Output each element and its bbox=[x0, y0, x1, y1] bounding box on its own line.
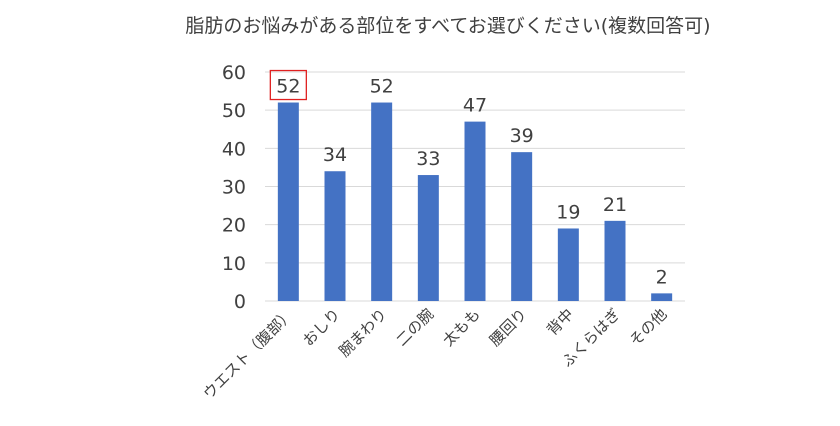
category-label: 腕まわり bbox=[335, 305, 390, 360]
bar bbox=[651, 293, 673, 301]
data-label: 52 bbox=[370, 76, 394, 98]
category-label: おしり bbox=[299, 305, 344, 350]
bar bbox=[277, 102, 299, 302]
bar bbox=[417, 175, 439, 301]
bar bbox=[511, 152, 533, 301]
bar bbox=[371, 102, 393, 302]
category-label: 背中 bbox=[543, 305, 577, 339]
data-label: 34 bbox=[323, 144, 347, 166]
y-tick-label: 10 bbox=[222, 253, 246, 275]
highlight-box bbox=[269, 69, 307, 101]
y-axis-ticks: 0 10 20 30 40 50 60 bbox=[222, 62, 246, 313]
category-label: 二の腕 bbox=[393, 305, 438, 350]
data-label: 33 bbox=[416, 148, 440, 170]
bar bbox=[604, 220, 626, 301]
data-label: 2 bbox=[656, 266, 668, 288]
data-label: 52 bbox=[276, 76, 300, 98]
data-label: 19 bbox=[556, 201, 580, 223]
category-label: 腰回り bbox=[486, 305, 531, 350]
y-tick-label: 50 bbox=[222, 100, 246, 122]
category-label: 太もも bbox=[439, 305, 484, 350]
y-tick-label: 40 bbox=[222, 138, 246, 160]
category-label: その他 bbox=[626, 305, 671, 350]
y-tick-label: 20 bbox=[222, 215, 246, 237]
data-label: 47 bbox=[463, 95, 487, 117]
category-label: ウエスト（腹部） bbox=[200, 305, 298, 403]
y-tick-label: 60 bbox=[222, 62, 246, 84]
bar bbox=[464, 121, 486, 301]
chart-title: 脂肪のお悩みがある部位をすべてお選びください(複数回答可) bbox=[185, 15, 710, 37]
bar bbox=[324, 171, 346, 301]
data-label: 39 bbox=[510, 125, 534, 147]
y-tick-label: 0 bbox=[234, 291, 246, 313]
data-labels: 52 34 52 33 47 39 19 21 2 bbox=[269, 69, 668, 288]
data-label: 21 bbox=[603, 194, 627, 216]
bar bbox=[557, 228, 579, 301]
y-tick-label: 30 bbox=[222, 177, 246, 199]
bars bbox=[277, 102, 673, 302]
